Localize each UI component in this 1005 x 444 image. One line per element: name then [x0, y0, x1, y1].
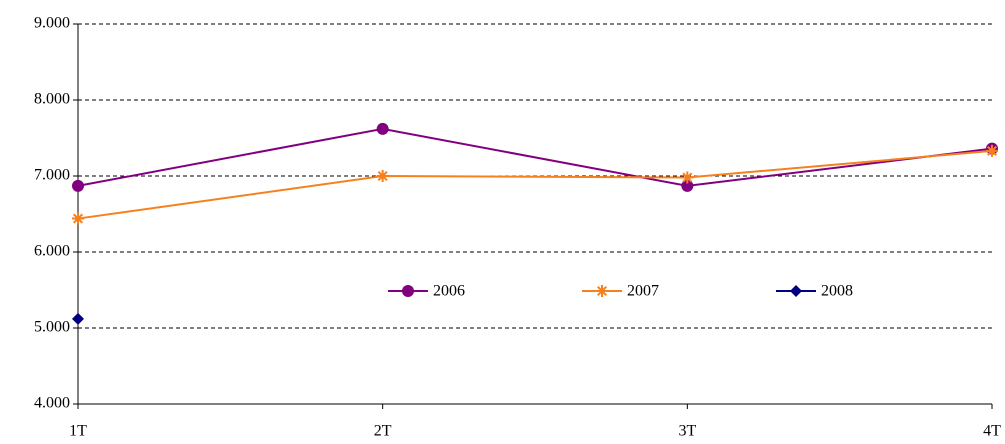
data-point	[72, 179, 84, 192]
y-tick-label: 8.000	[34, 91, 70, 108]
x-tick-label: 4T	[983, 423, 1001, 440]
data-point	[376, 170, 389, 182]
data-point	[681, 179, 694, 192]
legend-marker	[402, 285, 414, 297]
legend-marker	[790, 285, 802, 297]
data-point	[681, 171, 694, 184]
y-tick-label: 7.000	[34, 167, 70, 184]
data-point	[986, 144, 998, 157]
series-line	[77, 149, 993, 220]
data-point	[72, 312, 84, 325]
x-tick-label: 3T	[678, 423, 696, 440]
data-point	[376, 122, 389, 135]
legend-label: 2006	[433, 283, 465, 300]
legend-marker	[596, 285, 608, 297]
legend-label: 2007	[627, 283, 659, 300]
legend-label: 2008	[821, 283, 853, 300]
data-point	[72, 212, 84, 225]
y-tick-label: 6.000	[34, 243, 70, 260]
y-tick-label: 5.000	[34, 319, 70, 336]
series-line	[77, 127, 993, 187]
x-tick-label: 1T	[69, 423, 87, 440]
y-tick-label: 9.000	[34, 15, 70, 32]
x-tick-label: 2T	[374, 423, 392, 440]
y-tick-label: 4.000	[34, 395, 70, 412]
